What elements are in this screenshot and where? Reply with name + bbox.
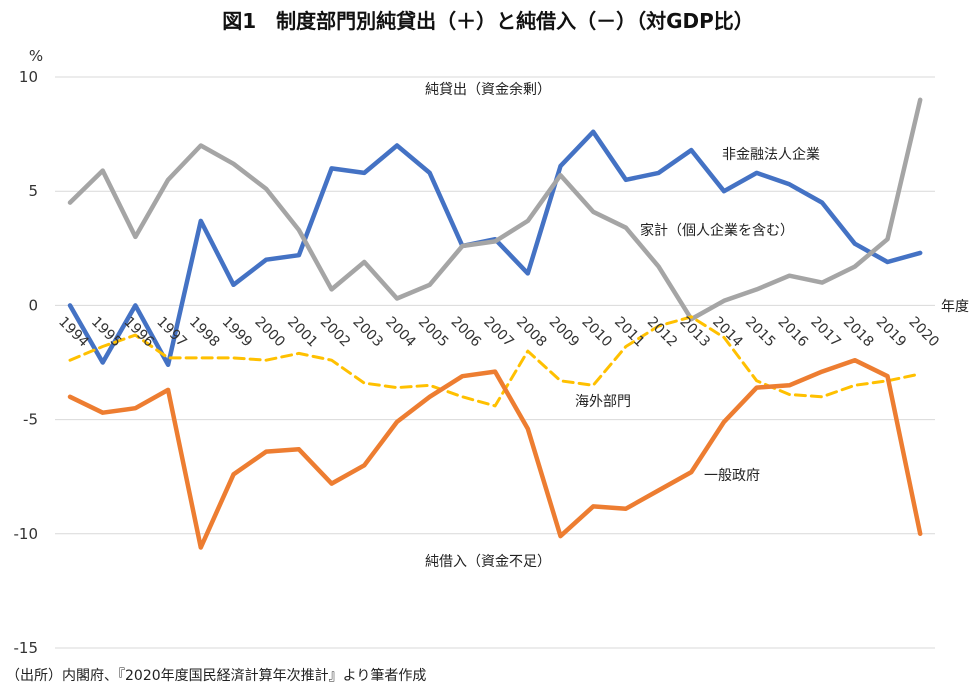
x-tick-label: 2007: [480, 314, 517, 351]
y-tick-label: 10: [19, 68, 38, 86]
y-tick-labels: 10 5 0 -5 -10 -15: [14, 68, 39, 657]
x-tick-label: 2009: [546, 314, 583, 351]
x-tick-label: 2017: [807, 314, 844, 351]
x-tick-label: 2008: [513, 314, 550, 351]
borrowing-annotation: 純借入（資金不足）: [425, 554, 551, 570]
x-tick-label: 1999: [219, 314, 256, 351]
x-tick-label: 2002: [317, 314, 354, 351]
y-tick-label: -15: [14, 639, 39, 657]
y-axis-unit: %: [29, 47, 43, 65]
y-tick-label: 5: [28, 182, 38, 200]
y-tick-label: -10: [14, 525, 39, 543]
x-tick-label: 2019: [873, 314, 910, 351]
chart-title: 図1 制度部門別純貸出（＋）と純借入（－）（対GDP比）: [222, 9, 754, 33]
x-tick-labels: 1994199519961997199819992000200120022003…: [55, 314, 942, 351]
x-tick-label: 2006: [448, 314, 485, 351]
x-tick-label: 2020: [905, 314, 942, 351]
x-tick-label: 2004: [382, 314, 419, 351]
series-lines: [67, 97, 923, 550]
x-tick-label: 2010: [578, 314, 615, 351]
x-tick-label: 1998: [186, 314, 223, 351]
series-line-2: [68, 315, 922, 408]
series-line-3: [67, 357, 923, 550]
x-tick-label: 2018: [840, 314, 877, 351]
series-label-household: 家計（個人企業を含む）: [640, 222, 794, 239]
lending-annotation: 純貸出（資金余剰）: [425, 81, 551, 98]
x-tick-label: 2016: [775, 314, 812, 351]
series-label-overseas: 海外部門: [575, 394, 631, 410]
x-tick-label: 2003: [349, 314, 386, 351]
x-tick-label: 2005: [415, 314, 452, 351]
series-label-corporate: 非金融法人企業: [722, 146, 820, 163]
x-tick-label: 2001: [284, 314, 321, 351]
y-tick-label: 0: [28, 296, 38, 314]
gridlines: [55, 76, 935, 649]
source-note: （出所）内閣府、『2020年度国民経済計算年次推計』より筆者作成: [6, 668, 426, 684]
x-tick-label: 2015: [742, 314, 779, 351]
x-tick-label: 2000: [251, 314, 288, 351]
x-axis-label: 年度: [941, 299, 969, 315]
x-tick-label: 2012: [644, 314, 681, 351]
y-tick-label: -5: [23, 411, 38, 429]
series-line-1: [67, 97, 923, 322]
series-label-government: 一般政府: [704, 468, 760, 484]
annotations: 純貸出（資金余剰） 純借入（資金不足） 非金融法人企業 家計（個人企業を含む） …: [425, 81, 820, 570]
